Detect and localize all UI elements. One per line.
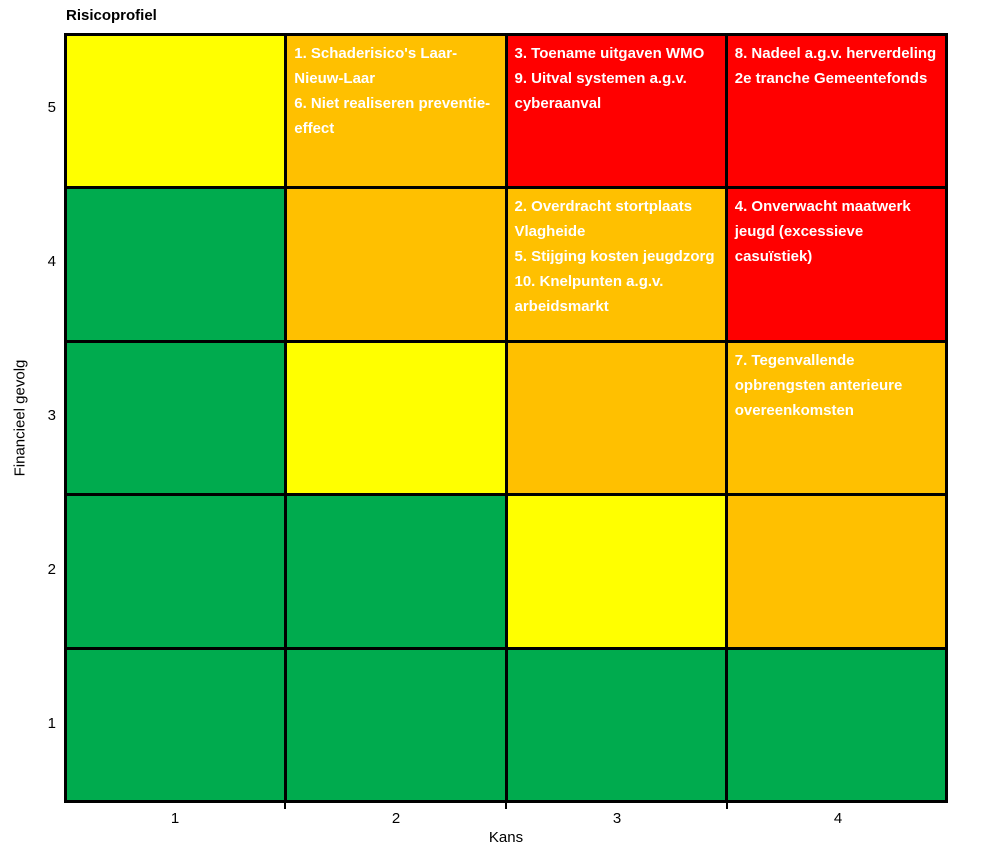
- chart-title: Risicoprofiel: [66, 7, 157, 24]
- risk-item-label: 5. Stijging kosten jeugdzorg: [514, 248, 715, 266]
- matrix-cell-kans-3-gevolg-4: 2. Overdracht stortplaats Vlagheide 5. St…: [507, 189, 725, 340]
- x-axis-boundary-tick: [284, 801, 286, 809]
- matrix-cell-kans-2-gevolg-4: [287, 189, 505, 340]
- matrix-cell-kans-4-gevolg-5: 8. Nadeel a.g.v. herverdeling 2e tranche…: [727, 36, 945, 187]
- matrix-cell-kans-4-gevolg-4: 4. Onverwacht maatwerk jeugd (excessieve…: [727, 189, 945, 340]
- risk-item-label: 9. Uitval systemen a.g.v. cyberaanval: [514, 70, 687, 112]
- matrix-cell-kans-1-gevolg-3: [67, 342, 285, 494]
- x-axis-boundary-tick: [505, 801, 507, 809]
- matrix-cell-kans-4-gevolg-3: 7. Tegenvallende opbrengsten anterieure …: [727, 342, 945, 494]
- matrix-cell-kans-1-gevolg-4: [67, 189, 285, 340]
- risk-item-label: 3. Toename uitgaven WMO: [514, 45, 705, 62]
- matrix-cell-kans-4-gevolg-2: [727, 496, 945, 647]
- y-tick-5: 5: [47, 99, 56, 116]
- x-tick-2: 2: [391, 810, 401, 827]
- risk-item-label: 7. Tegenvallende opbrengsten anterieure …: [734, 351, 903, 419]
- matrix-cell-kans-2-gevolg-2: [287, 496, 505, 647]
- x-axis-label: Kans: [488, 829, 524, 846]
- risk-item-label: 10. Knelpunten a.g.v. arbeidsmarkt: [514, 273, 664, 316]
- risk-matrix-grid: 1. Schaderisico's Laar-Nieuw-Laar 6. Niet…: [64, 33, 948, 803]
- matrix-cell-kans-1-gevolg-2: [67, 496, 285, 647]
- y-tick-1: 1: [47, 715, 56, 732]
- matrix-cell-kans-1-gevolg-1: [67, 649, 285, 800]
- risk-item-label: 4. Onverwacht maatwerk jeugd (excessieve…: [734, 198, 911, 266]
- x-tick-3: 3: [612, 810, 622, 827]
- matrix-cell-kans-3-gevolg-2: [507, 496, 725, 647]
- risk-item-label: 1. Schaderisico's Laar-Nieuw-Laar: [294, 45, 458, 87]
- matrix-cell-kans-3-gevolg-5: 3. Toename uitgaven WMO 9. Uitval systeme…: [507, 36, 725, 187]
- matrix-cell-kans-3-gevolg-3: [507, 342, 725, 494]
- risk-item-label: 2. Overdracht stortplaats Vlagheide: [514, 198, 693, 241]
- matrix-cell-kans-4-gevolg-1: [727, 649, 945, 800]
- matrix-cell-kans-2-gevolg-1: [287, 649, 505, 800]
- matrix-cell-kans-2-gevolg-5: 1. Schaderisico's Laar-Nieuw-Laar 6. Niet…: [287, 36, 505, 187]
- x-tick-1: 1: [170, 810, 180, 827]
- y-tick-4: 4: [47, 253, 56, 270]
- x-tick-4: 4: [833, 810, 843, 827]
- risk-item-label: 8. Nadeel a.g.v. herverdeling 2e tranche…: [734, 45, 937, 87]
- matrix-cell-kans-2-gevolg-3: [287, 342, 505, 494]
- matrix-cell-kans-3-gevolg-1: [507, 649, 725, 800]
- y-tick-3: 3: [47, 407, 56, 424]
- y-tick-2: 2: [47, 561, 56, 578]
- x-axis-boundary-tick: [726, 801, 728, 809]
- risk-item-label: 6. Niet realiseren preventie-effect: [294, 95, 491, 137]
- matrix-cell-kans-1-gevolg-5: [67, 36, 285, 187]
